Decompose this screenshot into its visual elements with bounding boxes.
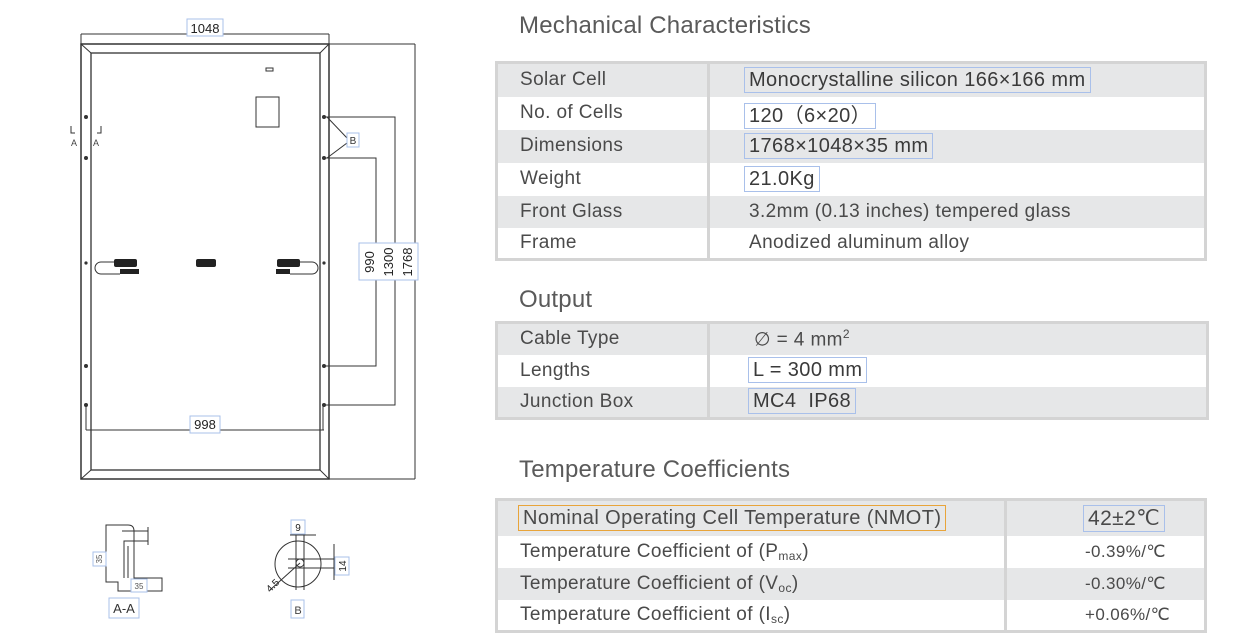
row-label: Front Glass: [496, 195, 709, 228]
row-label: Temperature Coefficient of (I: [520, 603, 771, 625]
table-row: Frame Anodized aluminum alloy: [497, 227, 1206, 260]
detail-marker: B: [350, 136, 357, 147]
detail-caption: B: [294, 605, 301, 617]
row-label-subscript: oc: [778, 580, 792, 595]
row-value: 21.0Kg: [744, 165, 820, 192]
table-row: Weight 21.0Kg: [497, 162, 1206, 196]
row-value: -0.39%/℃: [1004, 535, 1206, 568]
row-value: -0.30%/℃: [1004, 567, 1206, 600]
row-label-close: ): [783, 603, 791, 625]
row-value: ∅ = 4 mm: [754, 329, 843, 351]
mounting-holes: [84, 115, 326, 407]
row-value: Monocrystalline silicon 166×166 mm: [744, 66, 1091, 93]
length-label: 1768: [400, 248, 415, 277]
mechanical-table: Solar Cell Monocrystalline silicon 166×16…: [495, 61, 1207, 261]
panel-drawing: A A 1048 998 B 990 1300 1768 35 35 A-A 9…: [70, 18, 419, 619]
mount-spacing-label: 1300: [381, 248, 396, 277]
row-label-subscript: sc: [770, 611, 784, 626]
row-label: Lengths: [520, 359, 591, 381]
table-row: Junction Box MC4 IP68: [496, 386, 1208, 419]
temperature-table: Nominal Operating Cell Temperature (NMOT…: [495, 498, 1207, 633]
section-mark-right: A: [93, 138, 99, 148]
row-label: Weight: [520, 168, 582, 189]
table-row: Nominal Operating Cell Temperature (NMOT…: [496, 499, 1206, 536]
section-mark-left: A: [71, 138, 77, 148]
row-label-close: ): [802, 540, 809, 562]
section-width-label: 35: [135, 582, 144, 591]
row-value: 3.2mm (0.13 inches) tempered glass: [707, 195, 1206, 228]
row-value: 1768×1048×35 mm: [743, 132, 934, 159]
table-row: Lengths L = 300 mm: [497, 354, 1208, 387]
row-value: Anodized aluminum alloy: [707, 227, 1206, 260]
table-row: Temperature Coefficient of (Isc) +0.06%/℃: [497, 599, 1206, 632]
table-row: Dimensions 1768×1048×35 mm: [496, 129, 1206, 163]
row-label: Cable Type: [496, 322, 709, 355]
slot-width-label: 9: [295, 523, 301, 534]
hole-label: 4.5: [264, 577, 282, 595]
row-value-superscript: 2: [842, 327, 850, 342]
output-heading: Output: [519, 286, 593, 313]
table-row: Temperature Coefficient of (Voc) -0.30%/℃: [496, 567, 1206, 600]
section-height-label: 35: [95, 554, 104, 563]
inner-width-label: 998: [194, 417, 216, 432]
row-value: 42±2℃: [1082, 504, 1166, 532]
table-row: Cable Type ∅ = 4 mm2: [496, 322, 1208, 355]
slot-length-label: 14: [338, 560, 349, 572]
row-value: MC4 IP68: [747, 388, 857, 415]
row-label: Solar Cell: [496, 62, 709, 97]
section-caption: A-A: [113, 601, 135, 616]
row-label: Nominal Operating Cell Temperature (NMOT…: [517, 504, 947, 531]
section-view: 35 35 A-A: [92, 524, 163, 619]
row-value: L = 300 mm: [747, 357, 868, 383]
width-label: 1048: [191, 21, 220, 36]
table-row: Solar Cell Monocrystalline silicon 166×16…: [496, 62, 1206, 97]
row-label: Junction Box: [496, 386, 709, 419]
hole-spacing-label: 990: [362, 251, 377, 273]
panel-outline: [80, 43, 330, 480]
row-value: 120（6×20）: [743, 102, 877, 129]
mechanical-heading: Mechanical Characteristics: [519, 12, 811, 39]
panel-inner: [90, 52, 321, 471]
table-row: Temperature Coefficient of (Pmax) -0.39%/…: [497, 535, 1206, 568]
table-row: Front Glass 3.2mm (0.13 inches) tempered …: [496, 195, 1206, 228]
junction-boxes: [114, 259, 300, 274]
row-label: Dimensions: [496, 129, 709, 163]
temperature-heading: Temperature Coefficients: [519, 456, 791, 483]
row-label: No. of Cells: [520, 102, 624, 123]
nameplate: [255, 96, 280, 128]
detail-view: 9 14 4.5 B: [264, 519, 350, 619]
row-label: Frame: [520, 231, 577, 253]
row-label: Temperature Coefficient of (P: [520, 540, 779, 562]
row-label-subscript: max: [778, 548, 803, 563]
output-table: Cable Type ∅ = 4 mm2 Lengths L = 300 mm Ju…: [495, 321, 1209, 420]
row-label: Temperature Coefficient of (V: [520, 572, 779, 594]
label-slot: [265, 67, 274, 72]
row-value: +0.06%/℃: [1004, 599, 1206, 632]
table-row: No. of Cells 120（6×20）: [497, 96, 1206, 130]
row-label-close: ): [791, 572, 799, 594]
